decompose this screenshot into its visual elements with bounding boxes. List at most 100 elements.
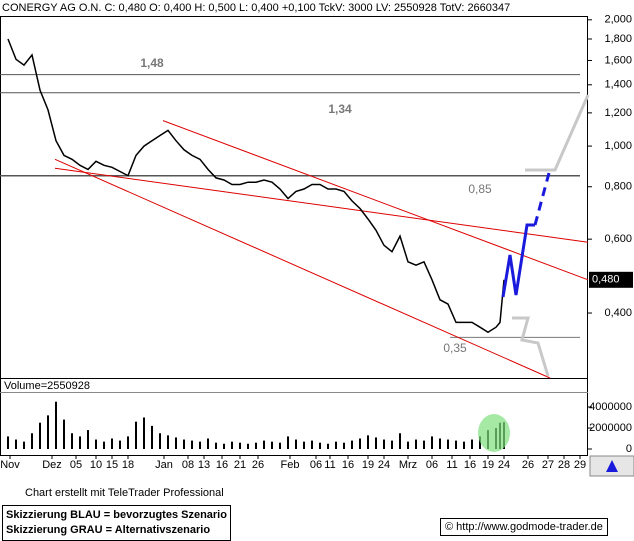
footer: Chart erstellt mit TeleTrader Profession… bbox=[0, 480, 634, 541]
volume-bar bbox=[399, 433, 401, 449]
volume-bar bbox=[295, 439, 297, 449]
level-label: 0,85 bbox=[468, 182, 492, 196]
legend-grey: Skizzierung GRAU = Alternativszenario bbox=[6, 524, 211, 536]
volume-bar bbox=[103, 441, 105, 449]
volume-bar bbox=[239, 442, 241, 449]
grey-scenario-up bbox=[525, 94, 590, 172]
x-tick-label: 16 bbox=[464, 459, 476, 471]
y-tick-label: 2000000 bbox=[589, 422, 632, 434]
x-tick-label: 11 bbox=[446, 459, 457, 471]
y-tick-label: 0,600 bbox=[604, 233, 632, 245]
x-tick-label: 16 bbox=[342, 459, 354, 471]
volume-bar bbox=[183, 439, 185, 449]
volume-bar bbox=[367, 435, 369, 449]
x-tick-label: 21 bbox=[234, 459, 246, 471]
x-tick-label: 18 bbox=[122, 459, 134, 471]
y-tick-label: 1,400 bbox=[604, 79, 632, 91]
level-label: 1,48 bbox=[140, 56, 164, 70]
volume-bar bbox=[143, 417, 145, 449]
volume-frame bbox=[0, 378, 588, 456]
volume-bar bbox=[23, 441, 25, 449]
trendline bbox=[54, 167, 589, 243]
chart-title: CONERGY AG O.N. C: 0,480 O: 0,400 H: 0,5… bbox=[2, 2, 510, 14]
volume-bar bbox=[287, 436, 289, 449]
volume-bar bbox=[87, 430, 89, 449]
background bbox=[0, 0, 634, 480]
volume-bar bbox=[95, 439, 97, 449]
volume-bar bbox=[255, 442, 257, 449]
x-tick-label: Nov bbox=[0, 459, 20, 471]
x-tick-label: 15 bbox=[106, 459, 118, 471]
volume-bar bbox=[351, 440, 353, 449]
x-tick-label: 24 bbox=[498, 459, 510, 471]
volume-bar bbox=[159, 433, 161, 449]
x-tick-label: Mrz bbox=[399, 459, 417, 471]
volume-bar bbox=[431, 436, 433, 449]
x-tick-label: Feb bbox=[281, 459, 300, 471]
x-tick-label: 28 bbox=[558, 459, 570, 471]
level-label: 0,35 bbox=[443, 341, 467, 355]
x-tick-label: 05 bbox=[70, 459, 82, 471]
volume-bar bbox=[391, 440, 393, 449]
blue-scenario bbox=[501, 223, 535, 298]
volume-bar bbox=[439, 438, 441, 449]
volume-bar bbox=[415, 439, 417, 449]
volume-bar bbox=[231, 441, 233, 449]
tool-icon bbox=[606, 460, 618, 472]
volume-bar bbox=[471, 439, 473, 449]
x-tick-label: 06 bbox=[426, 459, 438, 471]
volume-bar bbox=[151, 425, 153, 449]
volume-bar bbox=[207, 438, 209, 449]
x-tick-label: 13 bbox=[198, 459, 210, 471]
volume-bar bbox=[359, 438, 361, 449]
volume-bar bbox=[175, 437, 177, 449]
y-tick-label: 1,000 bbox=[604, 140, 632, 152]
x-tick-label: Jan bbox=[155, 459, 173, 471]
x-tick-label: 16 bbox=[216, 459, 228, 471]
price-line bbox=[7, 38, 505, 334]
volume-bar bbox=[55, 401, 57, 449]
volume-bar bbox=[271, 441, 273, 449]
x-tick-label: 26 bbox=[252, 459, 264, 471]
volume-bar bbox=[31, 433, 33, 449]
volume-bar bbox=[463, 441, 465, 449]
y-tick-label: 0 bbox=[626, 443, 632, 455]
volume-bar bbox=[63, 419, 65, 449]
source: © http://www.godmode-trader.de bbox=[440, 518, 608, 536]
x-tick-label: 19 bbox=[482, 459, 494, 471]
y-tick-label: 1,600 bbox=[604, 54, 632, 66]
volume-bar bbox=[39, 422, 41, 449]
x-tick-label: 11 bbox=[324, 459, 335, 471]
volume-bar bbox=[111, 438, 113, 449]
x-tick-label: 06 bbox=[310, 459, 322, 471]
volume-bar bbox=[167, 435, 169, 449]
y-tick-label: 0,400 bbox=[604, 307, 632, 319]
volume-bar bbox=[303, 441, 305, 449]
chart: CONERGY AG O.N. C: 0,480 O: 0,400 H: 0,5… bbox=[0, 0, 634, 480]
volume-bar bbox=[47, 415, 49, 449]
volume-bar bbox=[455, 440, 457, 449]
x-tick-label: 08 bbox=[182, 459, 194, 471]
credit: Chart erstellt mit TeleTrader Profession… bbox=[25, 487, 224, 499]
x-tick-label: 29 bbox=[574, 459, 586, 471]
volume-bar bbox=[479, 436, 481, 449]
volume-bar bbox=[223, 443, 225, 449]
volume-bar bbox=[311, 440, 313, 449]
level-label: 1,34 bbox=[328, 102, 352, 116]
volume-bar bbox=[447, 439, 449, 449]
volume-bar bbox=[407, 441, 409, 449]
blue-scenario-dashed bbox=[533, 172, 551, 226]
volume-bar bbox=[319, 442, 321, 449]
x-tick-label: 27 bbox=[542, 459, 554, 471]
volume-bar bbox=[279, 442, 281, 449]
grey-scenario-down bbox=[512, 316, 550, 377]
y-tick-label: 0,800 bbox=[604, 181, 632, 193]
volume-title: Volume=2550928 bbox=[4, 380, 90, 392]
x-tick-label: 10 bbox=[90, 459, 102, 471]
volume-bar bbox=[7, 436, 9, 449]
volume-bar bbox=[215, 442, 217, 449]
volume-bar bbox=[383, 439, 385, 449]
y-tick-label: 2,000 bbox=[604, 14, 632, 26]
legend-box: Skizzierung BLAU = bevorzugtes Szenario … bbox=[2, 505, 231, 541]
volume-bar bbox=[327, 443, 329, 449]
